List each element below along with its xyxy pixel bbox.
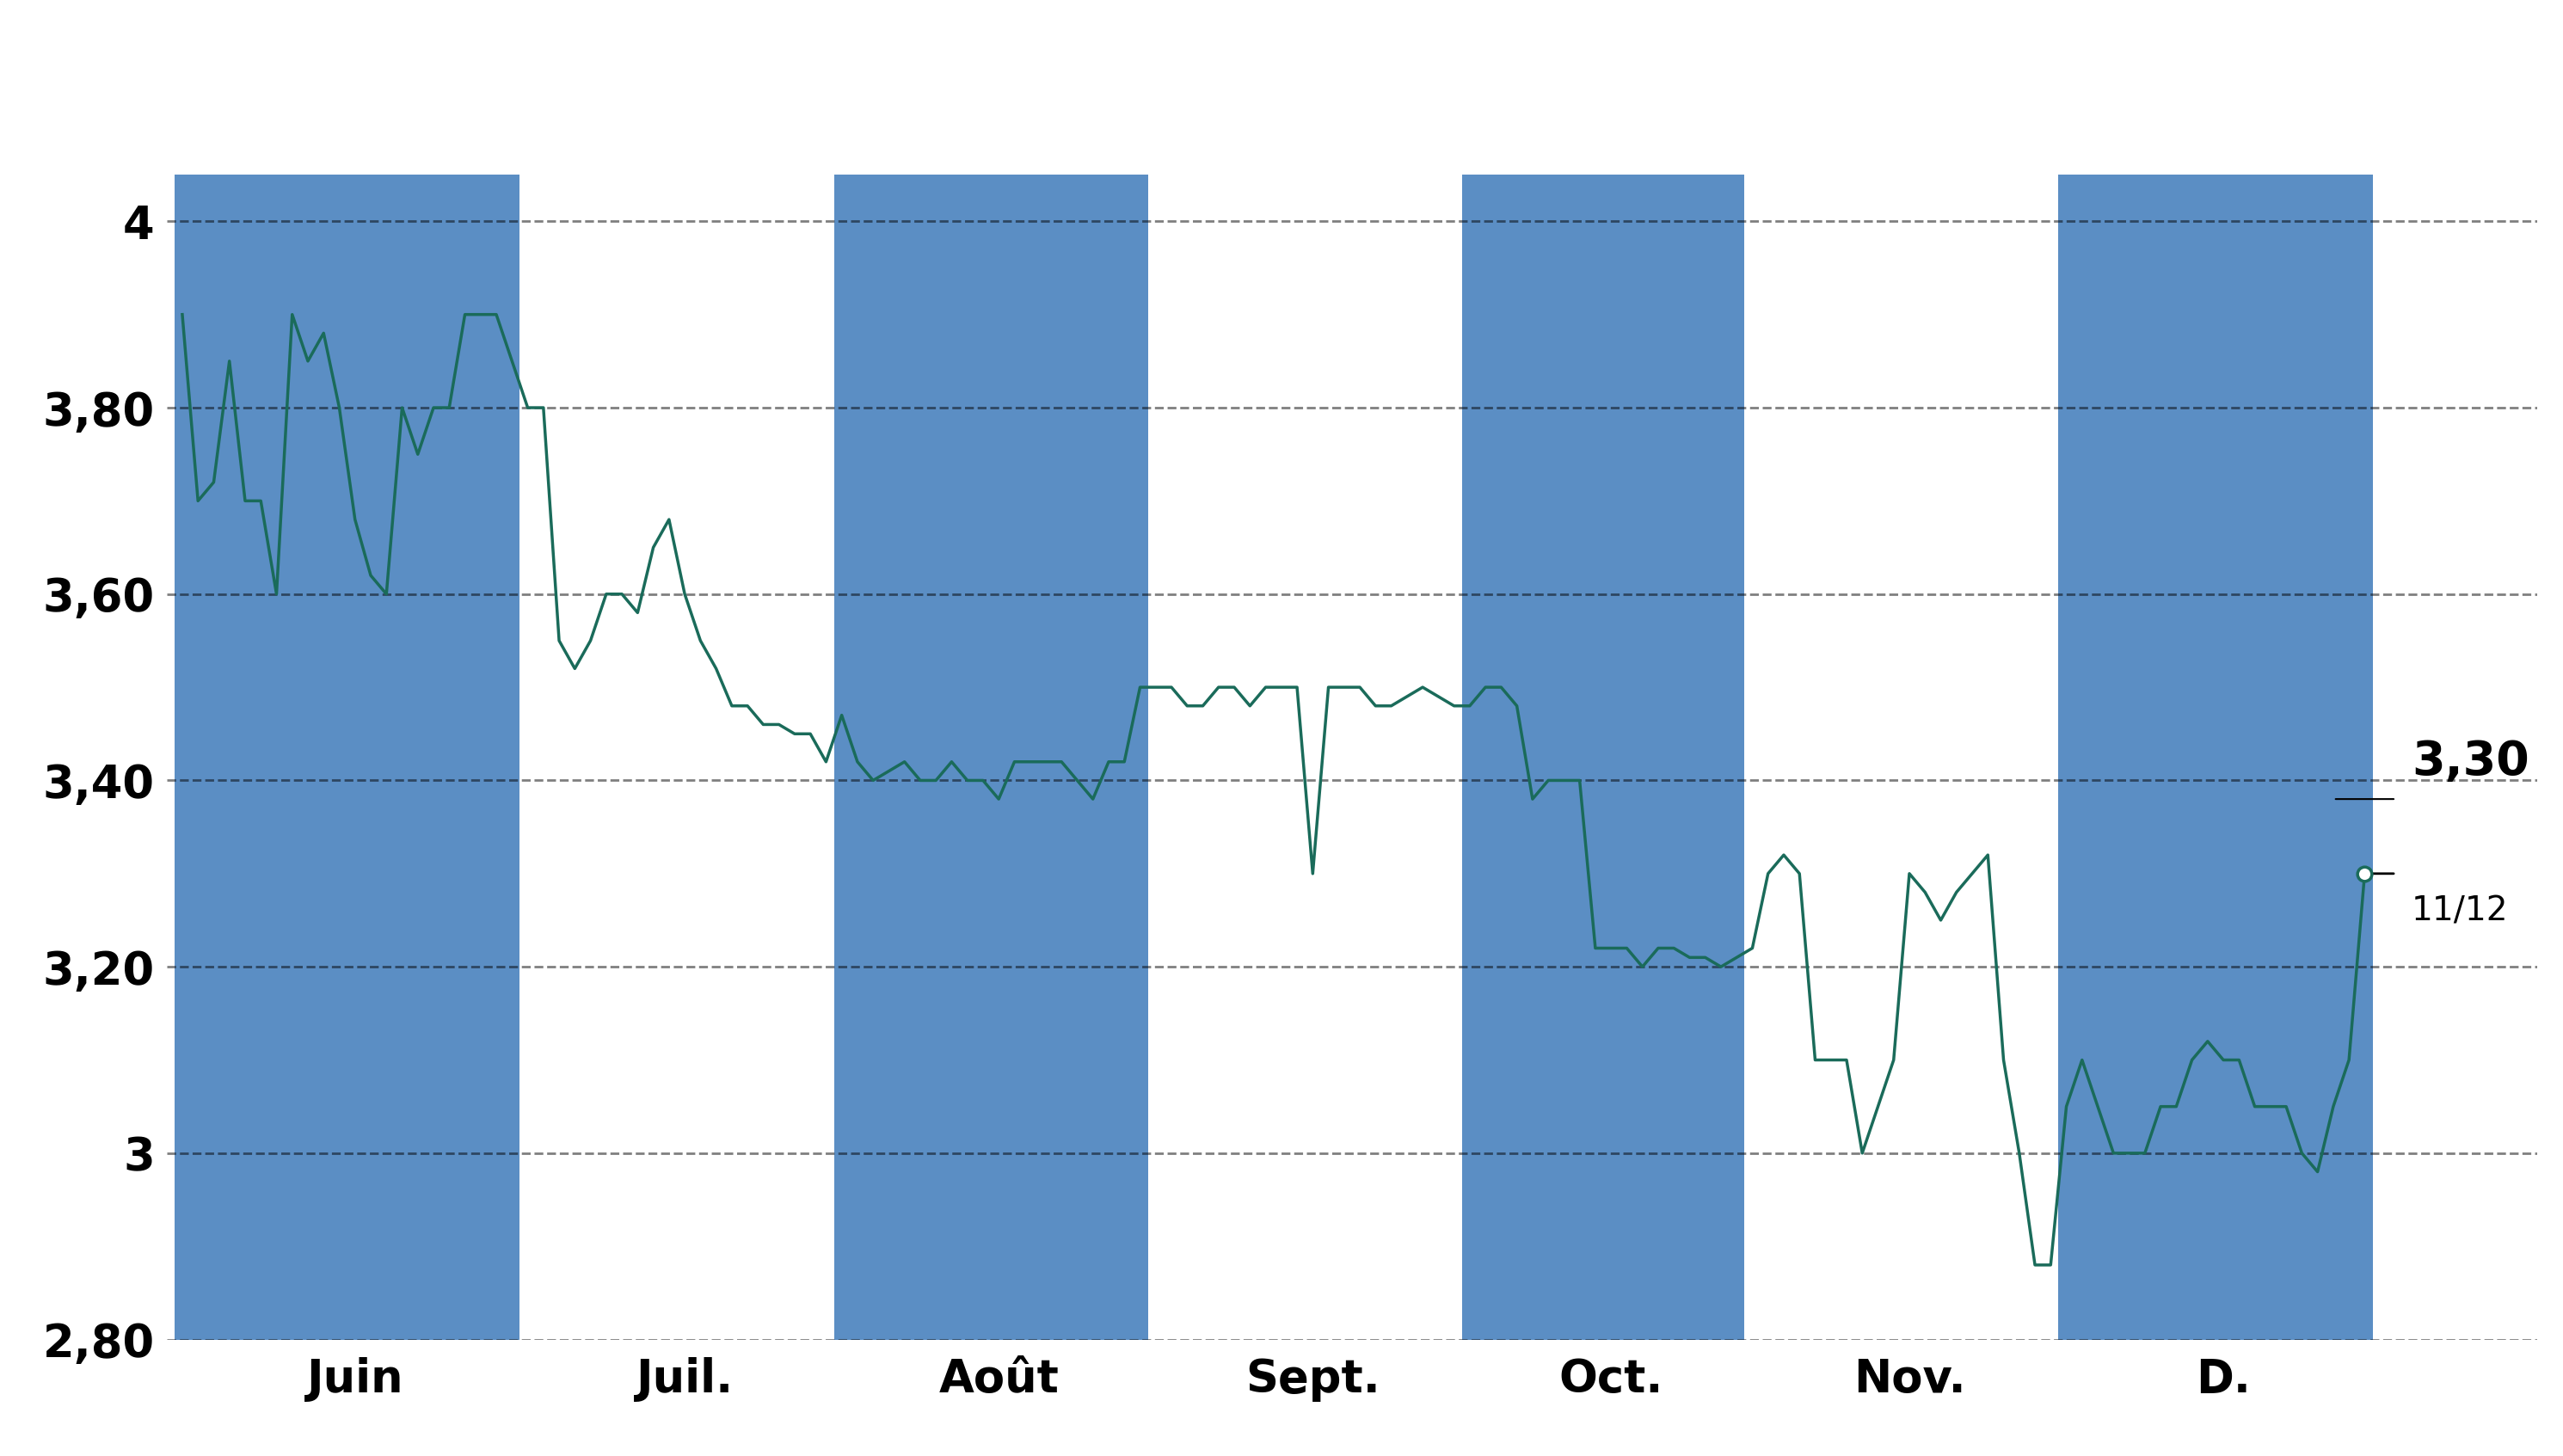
- Text: 11/12: 11/12: [2412, 894, 2509, 927]
- Text: CONSTRUCTEURS BOIS: CONSTRUCTEURS BOIS: [589, 32, 1974, 135]
- Bar: [1461, 175, 1745, 1340]
- Bar: [2058, 175, 2373, 1340]
- Text: 3,30: 3,30: [2412, 738, 2530, 785]
- Bar: [833, 175, 1148, 1340]
- Bar: [174, 175, 520, 1340]
